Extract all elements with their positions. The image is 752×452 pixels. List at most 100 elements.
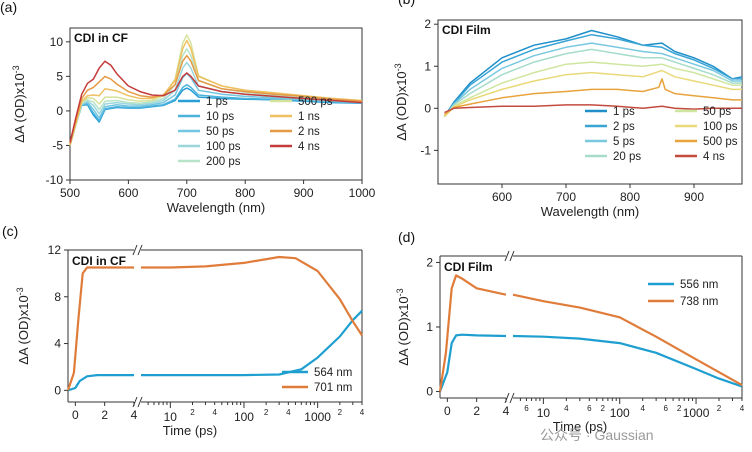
plot-frame	[437, 19, 743, 185]
y-tick-label: 8	[54, 290, 61, 304]
x-minor-label: 2	[717, 404, 722, 413]
y-tick-label: 4	[54, 337, 61, 351]
series-line	[67, 374, 134, 392]
x-axis-label: Time (ps)	[163, 423, 217, 438]
legend-entry: 701 nm	[314, 382, 352, 394]
x-tick-label: 1000	[349, 186, 376, 200]
x-axis-label: Wavelength (nm)	[167, 200, 266, 215]
legend-entry: 2 ns	[298, 126, 320, 138]
series-line	[443, 29, 743, 118]
x-tick-label: 2	[101, 408, 108, 422]
x-tick-label: 100	[610, 406, 630, 420]
x-minor-label: 4	[360, 408, 365, 417]
legend-entry: 10 ps	[206, 111, 234, 123]
legend-entry: 2 ps	[613, 121, 635, 133]
panel-title: CDI Film	[444, 260, 493, 274]
axis-break-mark	[137, 244, 143, 256]
panel-label: (c)	[2, 223, 18, 239]
axis-break-mark	[504, 250, 510, 262]
x-minor-label: 6	[663, 404, 668, 413]
x-tick-label: 100	[234, 410, 254, 424]
x-tick-label: 1000	[683, 406, 710, 420]
axis-break-mark	[509, 250, 515, 262]
y-tick-label: -5	[52, 138, 63, 152]
legend-entry: 50 ps	[206, 126, 234, 138]
x-tick-label: 800	[620, 190, 640, 204]
y-tick-label: 0	[424, 101, 431, 115]
x-tick-label: 700	[556, 190, 576, 204]
legend-entry: 1 ns	[298, 111, 320, 123]
panel-b: (b) CDI Film 600 700 800 900 -1 0 1 2 Wavelength (…	[393, 0, 743, 219]
series-line	[141, 255, 363, 337]
y-axis-label: ΔA (OD)x10-3	[393, 63, 409, 140]
y-tick-label: -1	[420, 143, 431, 157]
panel-label: (d)	[398, 229, 415, 245]
series-line	[512, 334, 743, 388]
legend-entry: 738 nm	[680, 296, 718, 308]
axis-break-mark	[137, 396, 143, 408]
series-line	[438, 274, 507, 392]
legend-entry: 5 ps	[613, 136, 635, 148]
legend-entry: 556 nm	[680, 279, 718, 291]
x-minor-label: 2	[338, 408, 343, 417]
x-tick-label: 500	[60, 186, 80, 200]
x-tick-label: 4	[503, 404, 510, 418]
y-tick-label: 10	[50, 35, 64, 49]
y-tick-label: 12	[48, 243, 62, 257]
panel-a: (a) CDI in CF 500 600 700 800 900 1000 -10 -5 0 5 10…	[0, 0, 376, 215]
series-line	[141, 310, 363, 377]
y-tick-label: 2	[426, 255, 433, 269]
x-axis-label: Wavelength (nm)	[541, 204, 640, 219]
x-tick-label: 0	[72, 408, 79, 422]
legend-entry: 200 ps	[206, 156, 241, 168]
legend-entry: 564 nm	[314, 367, 352, 379]
plot-frame	[69, 27, 363, 181]
legend-entry: 1 ps	[206, 96, 228, 108]
y-tick-label: 0	[56, 104, 63, 118]
x-tick-label: 10	[164, 410, 178, 424]
legend-entry: 4 ns	[703, 151, 725, 163]
panel-title: CDI in CF	[72, 254, 126, 268]
x-minor-label: 4	[286, 408, 291, 417]
series-line	[444, 104, 742, 114]
x-tick-label: 600	[118, 186, 138, 200]
y-axis-label: ΔA (OD)x10-3	[15, 287, 31, 364]
legend-entry: 500 ps	[703, 136, 738, 148]
x-minor-label: 2	[190, 408, 195, 417]
legend-entry: 100 ps	[206, 141, 241, 153]
x-minor-label: 4	[212, 408, 217, 417]
x-tick-label: 900	[294, 186, 314, 200]
series-line	[443, 78, 742, 116]
axis-break-mark	[509, 392, 515, 404]
legend-entry: 20 ps	[613, 151, 641, 163]
y-tick-label: 1	[424, 59, 431, 73]
legend-entry: 100 ps	[703, 121, 738, 133]
x-tick-label: 600	[492, 190, 512, 204]
panel-title: CDI in CF	[74, 31, 128, 45]
series-line	[66, 266, 134, 391]
y-tick-label: -10	[46, 173, 64, 187]
series-line	[69, 60, 363, 143]
x-minor-label: 4	[564, 404, 569, 413]
y-axis-label: ΔA (OD)x10-3	[395, 288, 411, 365]
y-tick-label: 1	[426, 320, 433, 334]
series-line	[69, 72, 363, 146]
y-axis-label: ΔA (OD)x10-3	[11, 65, 27, 142]
watermark: 公众号 · Gaussian	[540, 427, 654, 443]
legend-entry: 1 ps	[613, 106, 635, 118]
x-tick-label: 700	[177, 186, 197, 200]
series-line	[443, 61, 742, 118]
x-minor-label: 2	[677, 404, 682, 413]
axis-break-mark	[132, 244, 138, 256]
y-tick-label: 2	[424, 17, 431, 31]
x-minor-label: 6	[524, 404, 529, 413]
x-tick-label: 900	[684, 190, 704, 204]
x-tick-label: 1000	[304, 410, 331, 424]
x-tick-label: 0	[444, 404, 451, 418]
y-tick-label: 0	[426, 385, 433, 399]
series-line	[443, 42, 742, 118]
series-line	[69, 83, 363, 146]
series-line	[443, 48, 742, 118]
